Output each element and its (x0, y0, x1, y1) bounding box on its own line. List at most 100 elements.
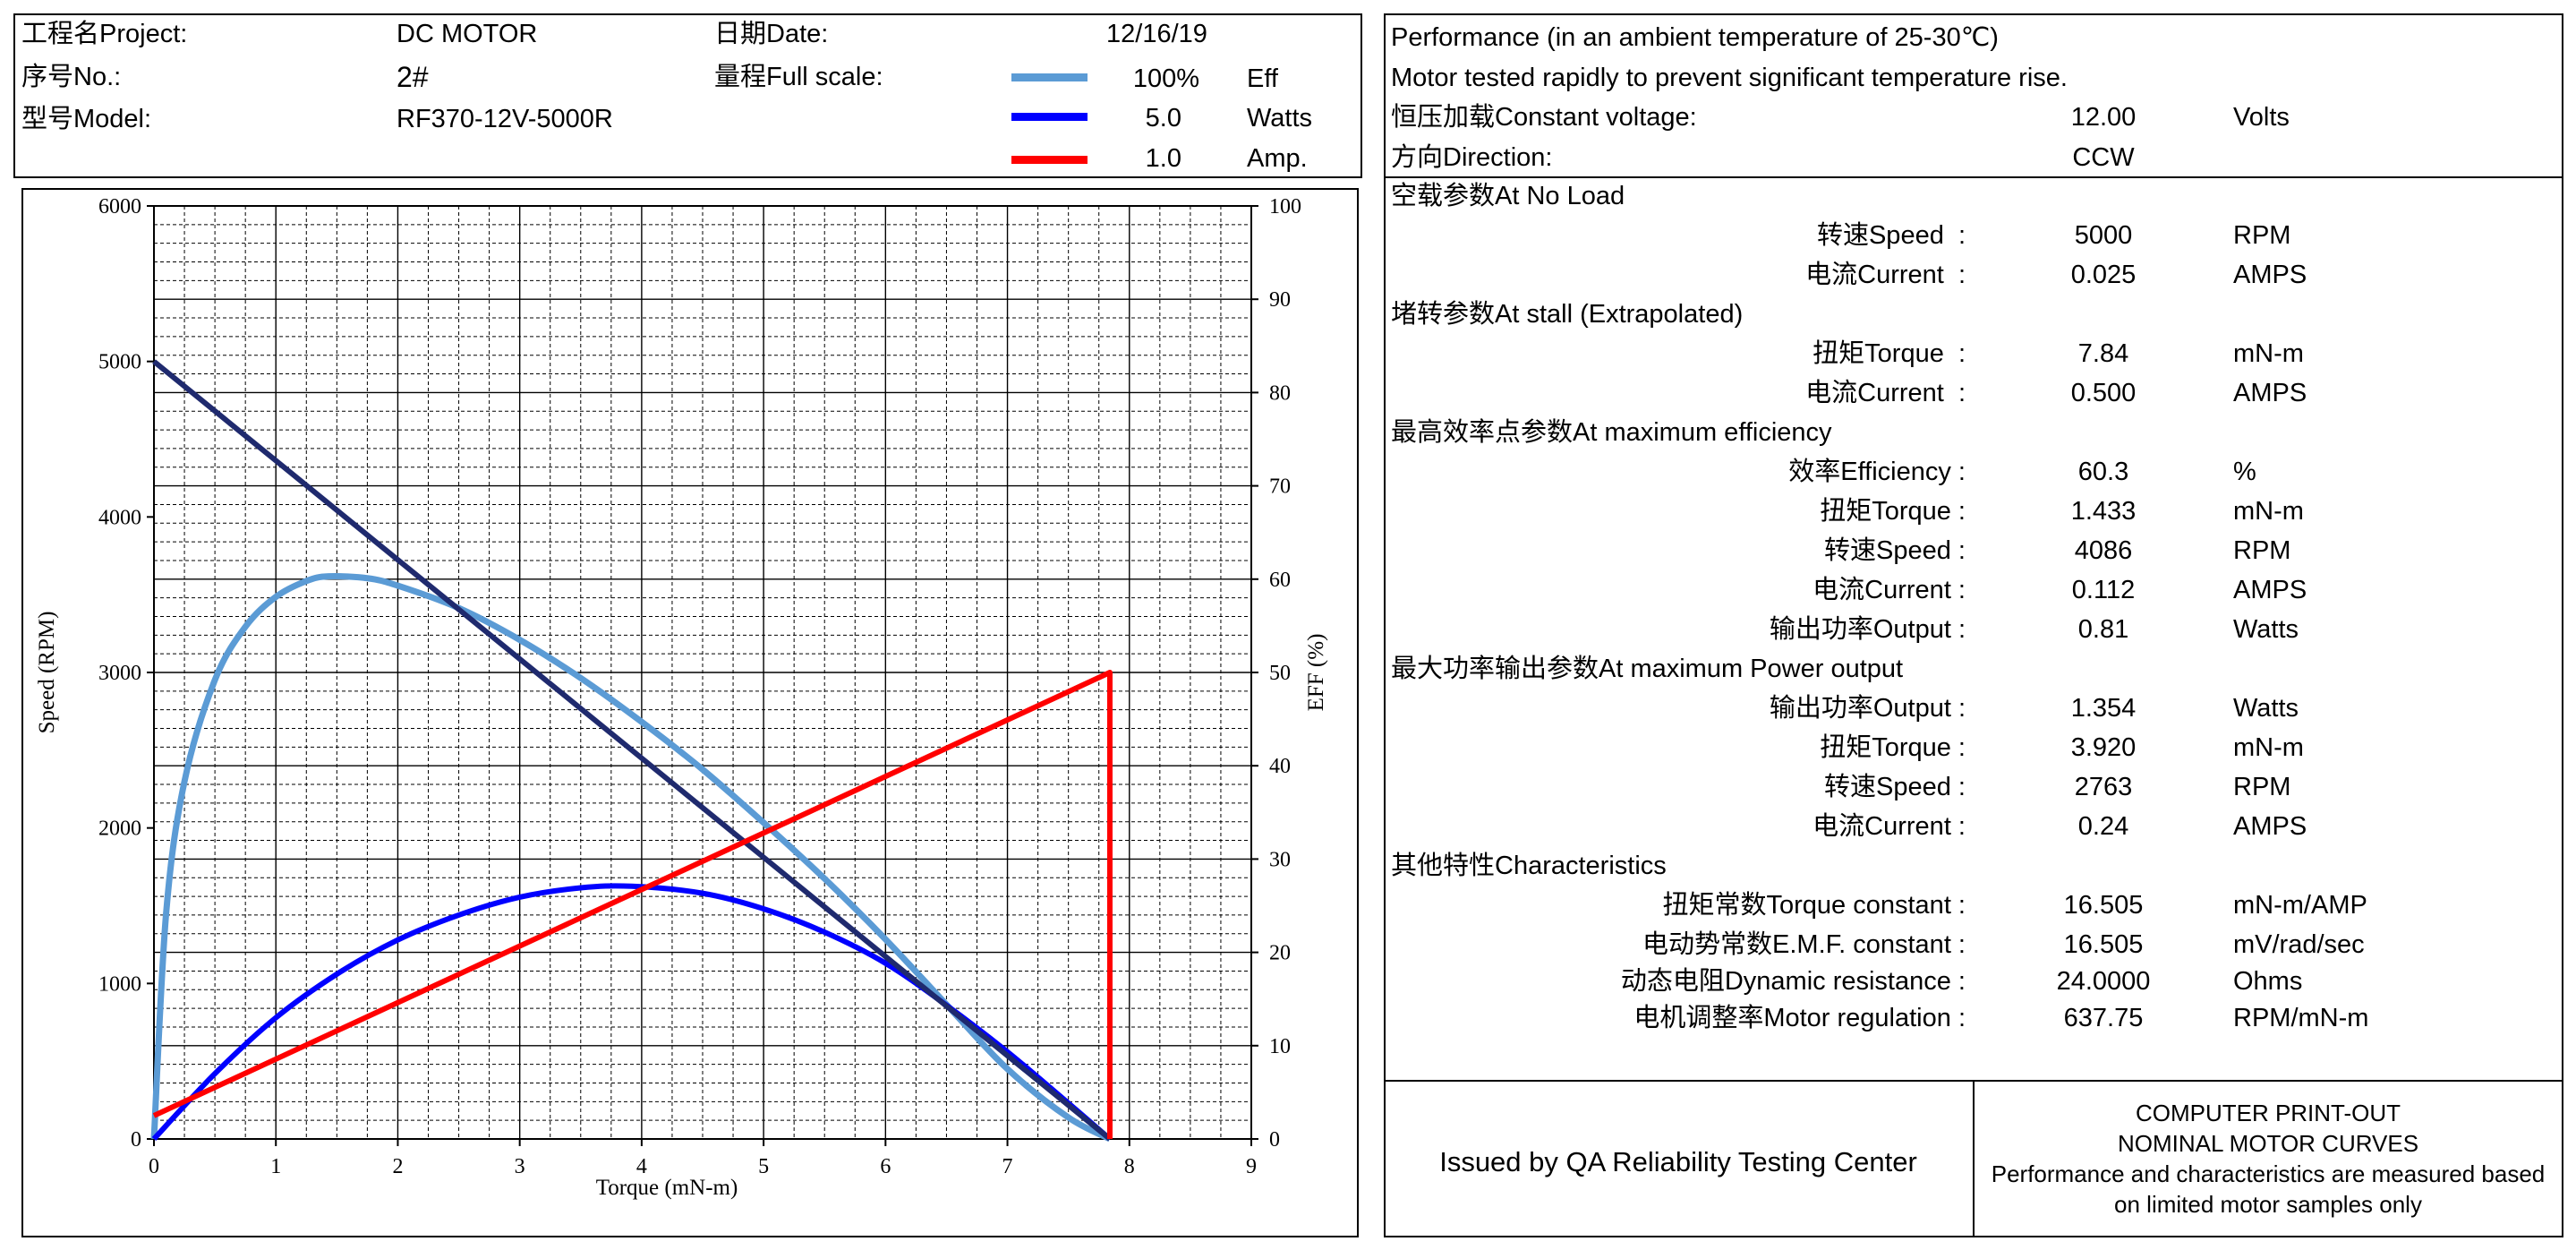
x-tick-label: 8 (1124, 1155, 1135, 1178)
performance-row-value: 4086 (2074, 536, 2133, 565)
y2-axis-title: EFF (%) (1304, 634, 1328, 712)
x-tick-label: 2 (392, 1155, 403, 1178)
performance-row-unit: RPM (2233, 773, 2291, 801)
legend-power-swatch (1011, 113, 1088, 121)
project-label: 工程名Project: (21, 20, 188, 48)
y-tick-label: 1000 (98, 972, 141, 996)
x-tick-label: 9 (1246, 1155, 1257, 1178)
y-tick-label: 0 (131, 1128, 141, 1152)
y-tick-label: 4000 (98, 506, 141, 529)
y-axis-title: Speed (RPM) (35, 612, 59, 734)
performance-row-unit: RPM (2233, 536, 2291, 565)
legend-current-value: 1.0 (1145, 144, 1181, 173)
voltage-unit: Volts (2233, 103, 2290, 132)
x-tick-label: 3 (515, 1155, 525, 1178)
performance-section-title: 最高效率点参数At maximum efficiency (1391, 418, 1832, 447)
x-tick-label: 6 (880, 1155, 891, 1178)
y2-tick-label: 40 (1269, 755, 1291, 778)
performance-row-value: 0.500 (2070, 379, 2137, 407)
performance-row-value: 0.24 (2077, 812, 2129, 841)
voltage-label: 恒压加载Constant voltage: (1391, 103, 1697, 132)
voltage-value: 12.00 (2070, 103, 2137, 132)
performance-row-unit: mN-m (2233, 339, 2304, 368)
y2-tick-label: 20 (1269, 942, 1291, 965)
x-tick-label: 4 (636, 1155, 647, 1178)
y2-tick-label: 0 (1269, 1128, 1280, 1152)
performance-row-value: 1.354 (2070, 694, 2137, 723)
y2-tick-label: 80 (1269, 381, 1291, 405)
y2-tick-label: 90 (1269, 288, 1291, 312)
performance-row-unit: RPM (2233, 221, 2291, 250)
legend-eff-swatch (1011, 73, 1088, 81)
performance-row-label: 电流Current : (1813, 576, 1966, 604)
performance-row-label: 转速Speed : (1824, 536, 1966, 565)
header-panel (13, 13, 1362, 178)
fullscale-label: 量程Full scale: (714, 63, 883, 91)
performance-row-unit: Ohms (2233, 967, 2303, 996)
legend-eff-value: 100% (1132, 64, 1199, 93)
chart-panel (21, 188, 1359, 1237)
performance-row-label: 扭矩Torque : (1820, 497, 1966, 526)
performance-row-value: 24.0000 (2056, 967, 2151, 996)
y-tick-label: 2000 (98, 818, 141, 841)
legend-eff-unit: Eff (1247, 64, 1278, 93)
performance-row-value: 2763 (2074, 773, 2133, 801)
performance-note: Motor tested rapidly to prevent signific… (1391, 64, 2068, 92)
footer-line-1: COMPUTER PRINT-OUT (2135, 1100, 2401, 1126)
performance-row-value: 1.433 (2070, 497, 2137, 526)
y-tick-label: 6000 (98, 195, 141, 218)
performance-title: Performance (in an ambient temperature o… (1391, 23, 1999, 52)
performance-row-unit: mN-m (2233, 733, 2304, 762)
footer-notes: COMPUTER PRINT-OUT NOMINAL MOTOR CURVES … (1975, 1098, 2562, 1220)
footer-line-2: NOMINAL MOTOR CURVES (2117, 1130, 2419, 1157)
performance-section-title: 最大功率输出参数At maximum Power output (1391, 655, 1904, 683)
performance-row-value: 0.112 (2071, 576, 2136, 604)
performance-row-value: 16.505 (2063, 891, 2144, 920)
series-efficiency-line (150, 573, 1112, 1143)
performance-header-divider (1384, 176, 2563, 178)
performance-row-label: 输出功率Output : (1769, 615, 1966, 644)
footer-line-3: Performance and characteristics are meas… (1991, 1160, 2546, 1187)
performance-row-unit: Watts (2233, 615, 2299, 644)
performance-row-unit: mN-m/AMP (2233, 891, 2367, 920)
model-label: 型号Model: (21, 105, 152, 133)
performance-row-label: 动态电阻Dynamic resistance : (1620, 967, 1966, 996)
performance-row-unit: Watts (2233, 694, 2299, 723)
y-tick-label: 5000 (98, 351, 141, 374)
y2-tick-label: 60 (1269, 569, 1291, 592)
performance-row-label: 效率Efficiency : (1788, 458, 1966, 486)
performance-row-label: 扭矩Torque : (1813, 339, 1966, 368)
performance-row-label: 转速Speed : (1824, 773, 1966, 801)
performance-row-value: 637.75 (2063, 1004, 2144, 1032)
performance-row-label: 电机调整率Motor regulation : (1633, 1004, 1966, 1032)
performance-row-label: 转速Speed : (1816, 221, 1966, 250)
performance-row-unit: % (2233, 458, 2256, 486)
performance-row-value: 7.84 (2077, 339, 2129, 368)
performance-row-unit: mN-m (2233, 497, 2304, 526)
chart-axes (147, 205, 1258, 1146)
chart-series (150, 359, 1113, 1143)
performance-row-label: 电流Current : (1813, 812, 1966, 841)
x-tick-label: 1 (270, 1155, 281, 1178)
legend-current-unit: Amp. (1247, 144, 1308, 173)
performance-row-label: 扭矩常数Torque constant : (1662, 891, 1966, 920)
legend-power-value: 5.0 (1145, 104, 1181, 133)
performance-row-label: 输出功率Output : (1769, 694, 1966, 723)
performance-row-unit: AMPS (2233, 812, 2307, 841)
date-value: 12/16/19 (1106, 20, 1207, 48)
y2-tick-label: 70 (1269, 475, 1291, 499)
x-tick-label: 0 (149, 1155, 159, 1178)
y2-tick-label: 100 (1269, 195, 1301, 218)
footer-line-4: on limited motor samples only (2114, 1191, 2422, 1218)
y2-tick-label: 30 (1269, 848, 1291, 871)
performance-row-unit: AMPS (2233, 379, 2307, 407)
performance-row-value: 5000 (2074, 221, 2133, 250)
performance-row-unit: RPM/mN-m (2233, 1004, 2369, 1032)
series-current-line (152, 670, 1113, 1139)
performance-row-unit: mV/rad/sec (2233, 930, 2365, 959)
performance-row-label: 扭矩Torque : (1820, 733, 1966, 762)
performance-row-value: 0.81 (2077, 615, 2129, 644)
direction-label: 方向Direction: (1391, 143, 1553, 172)
project-value: DC MOTOR (397, 20, 538, 48)
model-value: RF370-12V-5000R (397, 105, 613, 133)
